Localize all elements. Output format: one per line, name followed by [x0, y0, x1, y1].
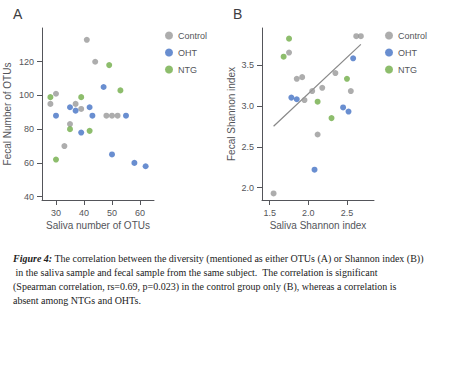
svg-text:Fecal Shannon index: Fecal Shannon index — [226, 67, 237, 161]
svg-text:OHT: OHT — [178, 48, 198, 58]
svg-text:60: 60 — [24, 158, 34, 168]
svg-text:30: 30 — [51, 208, 61, 218]
svg-text:40: 40 — [24, 192, 34, 202]
svg-text:50: 50 — [107, 208, 117, 218]
svg-text:100: 100 — [19, 90, 34, 100]
svg-text:2.0: 2.0 — [241, 183, 254, 193]
svg-text:The correlation between the di: The correlation between the diversity (m… — [52, 253, 423, 265]
svg-text:NTG: NTG — [398, 65, 417, 75]
svg-text:Fecal Number of OTUs: Fecal Number of OTUs — [2, 63, 13, 166]
svg-text:40: 40 — [79, 208, 89, 218]
svg-text:Figure 4:: Figure 4: — [12, 253, 52, 264]
svg-text:Control: Control — [178, 31, 207, 41]
svg-text:3.5: 3.5 — [241, 60, 254, 70]
svg-text:NTG: NTG — [178, 65, 197, 75]
svg-text:absent among NTGs and OHTs.: absent among NTGs and OHTs. — [13, 295, 141, 306]
svg-text:2.5: 2.5 — [341, 208, 354, 218]
svg-text:80: 80 — [24, 124, 34, 134]
svg-text:in the saliva sample and fecal: in the saliva sample and fecal sample fr… — [13, 267, 380, 278]
svg-text:B: B — [233, 6, 242, 22]
svg-text:Control: Control — [398, 31, 427, 41]
svg-text:120: 120 — [19, 57, 34, 67]
svg-text:1.5: 1.5 — [263, 208, 276, 218]
svg-text:A: A — [13, 6, 23, 22]
svg-text:2.5: 2.5 — [241, 142, 254, 152]
svg-text:Saliva Shannon index: Saliva Shannon index — [270, 220, 367, 231]
svg-text:2.0: 2.0 — [302, 208, 315, 218]
svg-text:Saliva number of OTUs: Saliva number of OTUs — [46, 220, 150, 231]
svg-text:OHT: OHT — [398, 48, 418, 58]
svg-text:3.0: 3.0 — [241, 101, 254, 111]
svg-text:60: 60 — [135, 208, 145, 218]
svg-text:(Spearman correlation, rs=0.69: (Spearman correlation, rs=0.69, p=0.023)… — [13, 281, 399, 293]
